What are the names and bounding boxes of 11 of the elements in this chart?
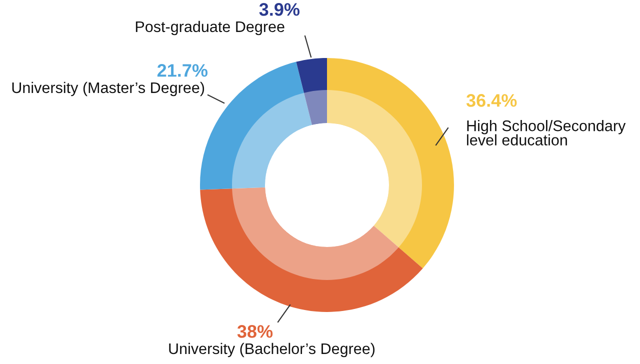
data-label: 3.9%: [259, 3, 300, 16]
donut-slice: [200, 187, 423, 312]
data-label: 21.7%: [157, 64, 208, 77]
data-label: 36.4%: [466, 94, 517, 107]
donut-slice: [296, 58, 327, 125]
donut-slice: [327, 58, 454, 268]
slice-label: Post-graduate Degree: [136, 20, 284, 36]
slice-label: University (Master’s Degree): [12, 82, 204, 96]
data-label: 38%: [237, 325, 273, 338]
slice-label: University (Bachelor’s Degree): [169, 342, 375, 358]
slice-label: High School/Secondary level education: [467, 120, 626, 146]
